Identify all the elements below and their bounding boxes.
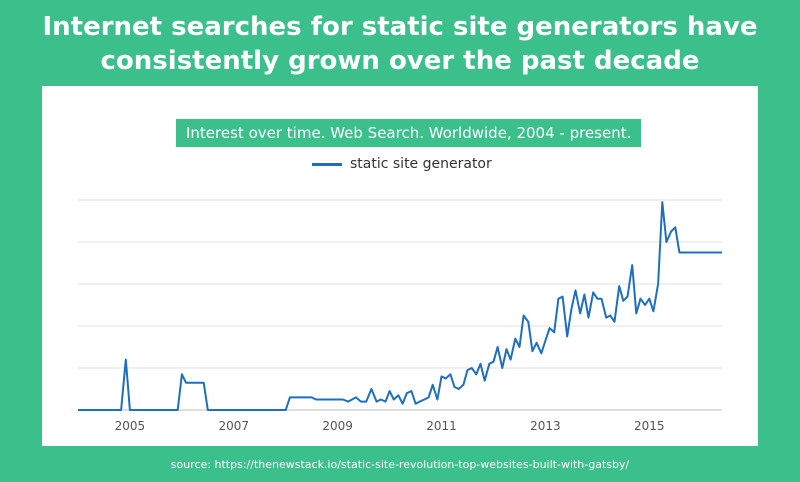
legend: static site generator xyxy=(312,154,492,174)
source-note: source: https://thenewstack.io/static-si… xyxy=(170,458,630,471)
x-tick-label: 2007 xyxy=(219,419,250,433)
headline-line-2: consistently grown over the past decade xyxy=(100,46,700,76)
headline-line-1: Internet searches for static site genera… xyxy=(42,12,758,42)
grid-lines xyxy=(78,199,722,411)
headline: Internet searches for static site genera… xyxy=(0,10,800,78)
legend-swatch xyxy=(312,162,342,166)
x-tick-labels: 2005 2007 2009 2011 2013 2015 xyxy=(115,419,665,433)
chart-title: Interest over time. Web Search. Worldwid… xyxy=(176,119,642,147)
series-line-static-site-generator xyxy=(78,201,722,411)
legend-label: static site generator xyxy=(350,156,492,172)
x-tick-label: 2005 xyxy=(115,419,146,433)
x-tick-label: 2013 xyxy=(530,419,561,433)
x-tick-label: 2011 xyxy=(426,419,457,433)
x-tick-label: 2009 xyxy=(322,419,353,433)
x-tick-label: 2015 xyxy=(634,419,665,433)
